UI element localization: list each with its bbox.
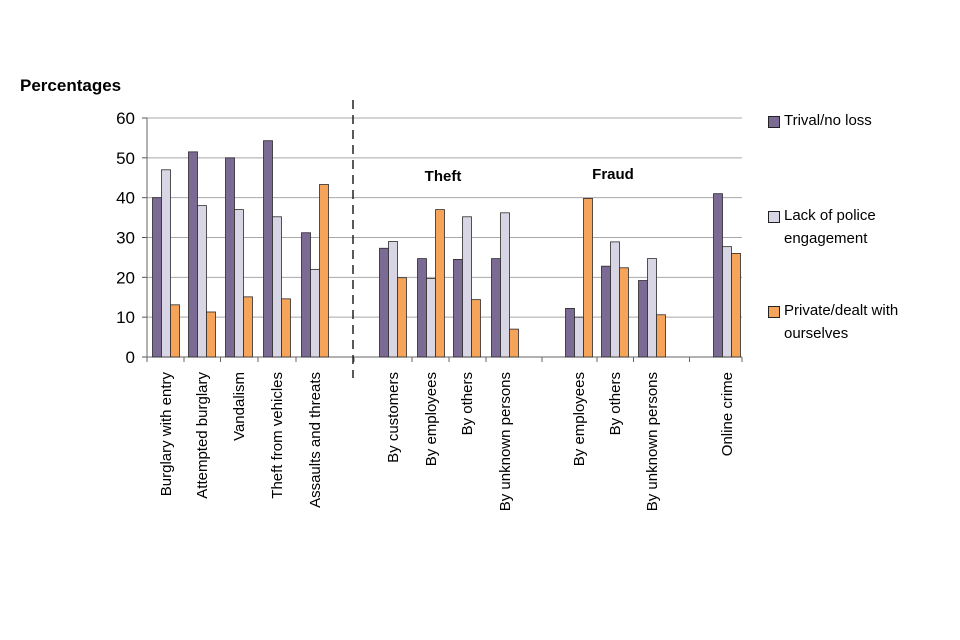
bar-lack-of-police-engagement <box>722 246 732 358</box>
y-tick-label: 10 <box>116 308 135 327</box>
legend-swatch-private-dealt-with-ourselves <box>768 306 780 318</box>
legend-item-private-dealt-with-ourselves: Private/dealt with ourselves <box>768 302 958 345</box>
x-category-label: By employees <box>571 372 588 466</box>
bar-lack-of-police-engagement <box>161 169 171 358</box>
x-category-label: Attempted burglary <box>194 372 211 499</box>
bar-trival-no-loss <box>188 151 198 358</box>
bar-private-dealt-with-ourselves <box>731 253 741 358</box>
bar-private-dealt-with-ourselves <box>583 198 593 358</box>
bar-lack-of-police-engagement <box>272 216 282 358</box>
x-category-label: Assaults and threats <box>307 372 324 508</box>
legend-label-trival-no-loss: Trival/no loss <box>784 112 872 129</box>
group-label-fraud: Fraud <box>592 166 634 183</box>
bar-lack-of-police-engagement <box>647 258 657 358</box>
bar-private-dealt-with-ourselves <box>656 314 666 358</box>
bar-trival-no-loss <box>491 258 501 358</box>
bar-lack-of-police-engagement <box>197 205 207 358</box>
bar-trival-no-loss <box>417 258 427 358</box>
bar-trival-no-loss <box>152 197 162 358</box>
x-category-label: By customers <box>385 372 402 463</box>
bar-lack-of-police-engagement <box>388 241 398 358</box>
bar-private-dealt-with-ourselves <box>619 267 629 358</box>
x-category-label: By employees <box>423 372 440 466</box>
bar-lack-of-police-engagement <box>426 278 436 358</box>
legend-swatch-lack-of-police-engagement <box>768 211 780 223</box>
bar-lack-of-police-engagement <box>610 241 620 358</box>
bar-private-dealt-with-ourselves <box>435 209 445 358</box>
bar-private-dealt-with-ourselves <box>170 304 180 358</box>
bar-trival-no-loss <box>565 308 575 358</box>
bar-trival-no-loss <box>379 247 389 358</box>
bar-private-dealt-with-ourselves <box>397 277 407 358</box>
bar-lack-of-police-engagement <box>574 316 584 358</box>
bar-private-dealt-with-ourselves <box>471 299 481 358</box>
y-tick-label: 60 <box>116 109 135 128</box>
group-label-theft: Theft <box>425 168 462 185</box>
x-category-label: By unknown persons <box>497 372 514 511</box>
x-category-label: Vandalism <box>231 372 248 441</box>
bar-lack-of-police-engagement <box>234 209 244 358</box>
y-tick-label: 40 <box>116 189 135 208</box>
bar-trival-no-loss <box>225 157 235 358</box>
bar-private-dealt-with-ourselves <box>319 184 329 358</box>
bar-private-dealt-with-ourselves <box>281 298 291 358</box>
bar-private-dealt-with-ourselves <box>509 328 519 358</box>
bar-trival-no-loss <box>638 280 648 358</box>
y-tick-label: 50 <box>116 149 135 168</box>
bar-trival-no-loss <box>453 259 463 358</box>
legend-swatch-trival-no-loss <box>768 116 780 128</box>
y-tick-label: 30 <box>116 229 135 248</box>
legend-label-lack-of-police-engagement: Lack of police engagement <box>784 207 876 247</box>
bar-trival-no-loss <box>713 193 723 358</box>
y-tick-label: 20 <box>116 268 135 287</box>
x-category-label: By unknown persons <box>644 372 661 511</box>
y-axis-title: Percentages <box>20 76 122 95</box>
bar-private-dealt-with-ourselves <box>243 296 253 358</box>
x-category-label: Theft from vehicles <box>269 372 286 499</box>
bar-lack-of-police-engagement <box>462 216 472 358</box>
legend-label-private-dealt-with-ourselves: Private/dealt with ourselves <box>784 302 899 342</box>
legend-item-trival-no-loss: Trival/no loss <box>768 112 958 132</box>
bar-lack-of-police-engagement <box>310 268 320 358</box>
bar-trival-no-loss <box>601 265 611 358</box>
bar-trival-no-loss <box>301 232 311 358</box>
x-category-label: Burglary with entry <box>158 372 175 497</box>
x-category-label: By others <box>607 372 624 435</box>
bar-lack-of-police-engagement <box>500 212 510 358</box>
legend-item-lack-of-police-engagement: Lack of police engagement <box>768 207 958 250</box>
x-category-label: Online crime <box>719 372 736 456</box>
x-category-label: By others <box>459 372 476 435</box>
y-tick-label: 0 <box>126 348 135 367</box>
bar-private-dealt-with-ourselves <box>206 311 216 358</box>
bar-trival-no-loss <box>263 140 273 358</box>
